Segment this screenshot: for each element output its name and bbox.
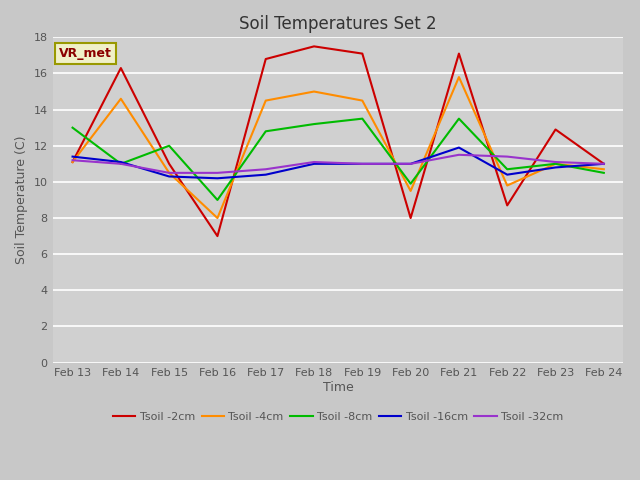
Tsoil -4cm bbox=[310, 89, 318, 95]
Tsoil -32cm bbox=[165, 170, 173, 176]
Tsoil -8cm bbox=[262, 129, 269, 134]
Tsoil -4cm bbox=[117, 96, 125, 102]
Tsoil -32cm bbox=[310, 159, 318, 165]
Tsoil -32cm bbox=[214, 170, 221, 176]
Tsoil -32cm bbox=[117, 161, 125, 167]
Legend: Tsoil -2cm, Tsoil -4cm, Tsoil -8cm, Tsoil -16cm, Tsoil -32cm: Tsoil -2cm, Tsoil -4cm, Tsoil -8cm, Tsoi… bbox=[109, 407, 568, 426]
Tsoil -16cm bbox=[165, 174, 173, 180]
Tsoil -4cm bbox=[407, 188, 415, 194]
Tsoil -2cm bbox=[165, 161, 173, 167]
Tsoil -8cm bbox=[504, 167, 511, 172]
Tsoil -16cm bbox=[214, 175, 221, 181]
Line: Tsoil -16cm: Tsoil -16cm bbox=[72, 147, 604, 178]
Tsoil -32cm bbox=[504, 154, 511, 159]
Tsoil -8cm bbox=[214, 197, 221, 203]
Tsoil -4cm bbox=[165, 170, 173, 176]
Tsoil -16cm bbox=[600, 161, 607, 167]
Y-axis label: Soil Temperature (C): Soil Temperature (C) bbox=[15, 136, 28, 264]
Line: Tsoil -8cm: Tsoil -8cm bbox=[72, 119, 604, 200]
Tsoil -4cm bbox=[455, 74, 463, 80]
Tsoil -8cm bbox=[310, 121, 318, 127]
Line: Tsoil -32cm: Tsoil -32cm bbox=[72, 155, 604, 173]
Tsoil -4cm bbox=[504, 182, 511, 188]
Tsoil -2cm bbox=[455, 51, 463, 57]
Tsoil -16cm bbox=[358, 161, 366, 167]
Tsoil -16cm bbox=[310, 161, 318, 167]
Tsoil -4cm bbox=[552, 161, 559, 167]
Tsoil -4cm bbox=[358, 98, 366, 104]
Text: VR_met: VR_met bbox=[59, 47, 112, 60]
Tsoil -32cm bbox=[262, 167, 269, 172]
Tsoil -8cm bbox=[600, 170, 607, 176]
Tsoil -2cm bbox=[68, 159, 76, 165]
Tsoil -32cm bbox=[358, 161, 366, 167]
Tsoil -2cm bbox=[358, 51, 366, 57]
Line: Tsoil -2cm: Tsoil -2cm bbox=[72, 47, 604, 236]
Tsoil -2cm bbox=[310, 44, 318, 49]
Title: Soil Temperatures Set 2: Soil Temperatures Set 2 bbox=[239, 15, 437, 33]
Tsoil -32cm bbox=[68, 157, 76, 163]
Tsoil -2cm bbox=[262, 56, 269, 62]
Tsoil -16cm bbox=[407, 161, 415, 167]
Tsoil -8cm bbox=[358, 116, 366, 121]
Line: Tsoil -4cm: Tsoil -4cm bbox=[72, 77, 604, 218]
Tsoil -8cm bbox=[552, 161, 559, 167]
Tsoil -32cm bbox=[552, 159, 559, 165]
Tsoil -16cm bbox=[455, 144, 463, 150]
Tsoil -8cm bbox=[68, 125, 76, 131]
Tsoil -4cm bbox=[262, 98, 269, 104]
Tsoil -32cm bbox=[407, 161, 415, 167]
Tsoil -16cm bbox=[262, 172, 269, 178]
Tsoil -2cm bbox=[407, 215, 415, 221]
Tsoil -4cm bbox=[214, 215, 221, 221]
Tsoil -2cm bbox=[600, 161, 607, 167]
Tsoil -16cm bbox=[117, 159, 125, 165]
Tsoil -16cm bbox=[552, 165, 559, 170]
Tsoil -8cm bbox=[117, 161, 125, 167]
Tsoil -4cm bbox=[600, 167, 607, 172]
Tsoil -4cm bbox=[68, 159, 76, 165]
Tsoil -2cm bbox=[552, 127, 559, 132]
Tsoil -8cm bbox=[407, 181, 415, 187]
Tsoil -16cm bbox=[504, 172, 511, 178]
Tsoil -32cm bbox=[600, 161, 607, 167]
Tsoil -32cm bbox=[455, 152, 463, 157]
Tsoil -2cm bbox=[214, 233, 221, 239]
Tsoil -8cm bbox=[455, 116, 463, 121]
Tsoil -2cm bbox=[117, 65, 125, 71]
Tsoil -2cm bbox=[504, 203, 511, 208]
X-axis label: Time: Time bbox=[323, 381, 353, 394]
Tsoil -16cm bbox=[68, 154, 76, 159]
Tsoil -8cm bbox=[165, 143, 173, 149]
